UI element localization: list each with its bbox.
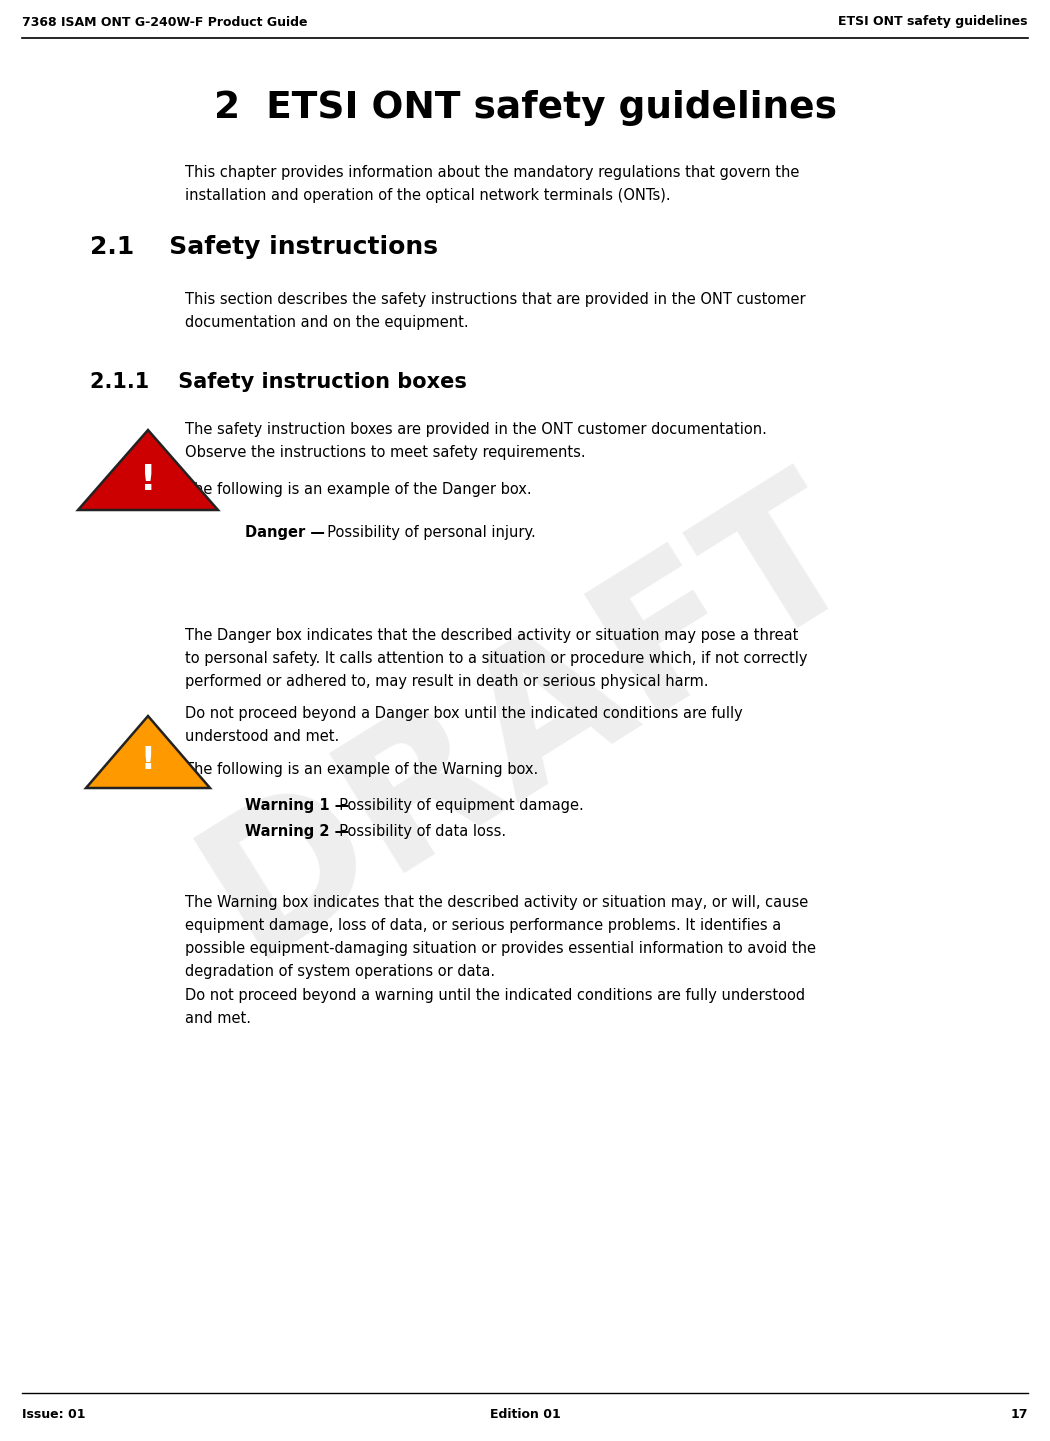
Text: 2.1.1    Safety instruction boxes: 2.1.1 Safety instruction boxes [90,372,467,392]
Text: Possibility of personal injury.: Possibility of personal injury. [318,525,536,540]
Text: ETSI ONT safety guidelines: ETSI ONT safety guidelines [839,16,1028,29]
Text: performed or adhered to, may result in death or serious physical harm.: performed or adhered to, may result in d… [185,674,709,689]
Text: to personal safety. It calls attention to a situation or procedure which, if not: to personal safety. It calls attention t… [185,651,807,666]
Text: equipment damage, loss of data, or serious performance problems. It identifies a: equipment damage, loss of data, or serio… [185,918,781,932]
Text: 2.1    Safety instructions: 2.1 Safety instructions [90,235,438,259]
Text: Edition 01: Edition 01 [489,1408,561,1421]
Text: documentation and on the equipment.: documentation and on the equipment. [185,316,468,330]
Text: This chapter provides information about the mandatory regulations that govern th: This chapter provides information about … [185,166,799,180]
Text: installation and operation of the optical network terminals (ONTs).: installation and operation of the optica… [185,187,671,203]
Polygon shape [78,429,218,510]
Text: possible equipment-damaging situation or provides essential information to avoid: possible equipment-damaging situation or… [185,941,816,955]
Text: Issue: 01: Issue: 01 [22,1408,85,1421]
Text: DRAFT: DRAFT [172,448,888,993]
Text: Possibility of data loss.: Possibility of data loss. [330,824,506,839]
Text: Do not proceed beyond a warning until the indicated conditions are fully underst: Do not proceed beyond a warning until th… [185,989,805,1003]
Text: Danger —: Danger — [245,525,324,540]
Text: Do not proceed beyond a Danger box until the indicated conditions are fully: Do not proceed beyond a Danger box until… [185,706,742,720]
Text: Observe the instructions to meet safety requirements.: Observe the instructions to meet safety … [185,445,586,460]
Text: This section describes the safety instructions that are provided in the ONT cust: This section describes the safety instru… [185,293,805,307]
Text: Warning 2 —: Warning 2 — [245,824,349,839]
Text: The Danger box indicates that the described activity or situation may pose a thr: The Danger box indicates that the descri… [185,628,798,643]
Text: 7368 ISAM ONT G-240W-F Product Guide: 7368 ISAM ONT G-240W-F Product Guide [22,16,308,29]
Text: The Warning box indicates that the described activity or situation may, or will,: The Warning box indicates that the descr… [185,895,808,911]
Text: degradation of system operations or data.: degradation of system operations or data… [185,964,496,978]
Text: The safety instruction boxes are provided in the ONT customer documentation.: The safety instruction boxes are provide… [185,422,766,437]
Text: Warning 1 —: Warning 1 — [245,798,350,813]
Text: Possibility of equipment damage.: Possibility of equipment damage. [330,798,584,813]
Text: !: ! [141,745,155,777]
Text: !: ! [140,463,156,497]
Polygon shape [86,716,210,788]
Text: 17: 17 [1010,1408,1028,1421]
Text: The following is an example of the Warning box.: The following is an example of the Warni… [185,762,539,777]
Text: The following is an example of the Danger box.: The following is an example of the Dange… [185,481,531,497]
Text: understood and met.: understood and met. [185,729,339,744]
Text: and met.: and met. [185,1012,251,1026]
Text: 2  ETSI ONT safety guidelines: 2 ETSI ONT safety guidelines [213,89,837,125]
